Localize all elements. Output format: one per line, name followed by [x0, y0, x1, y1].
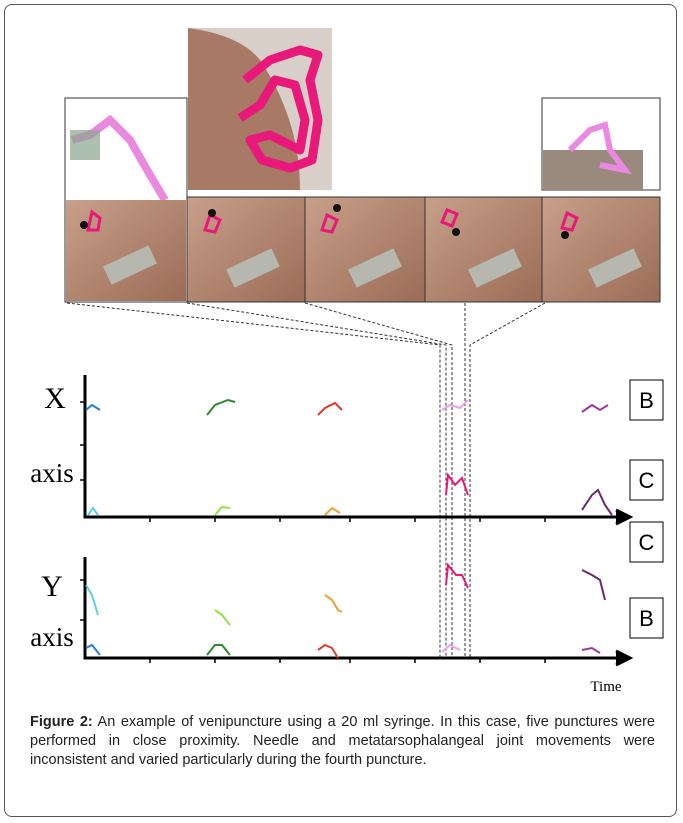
caption-text: An example of venipuncture using a 20 ml… [30, 714, 655, 768]
box-label: B [639, 388, 654, 413]
photo-panel [65, 98, 187, 302]
label-boxes: B C C B [630, 380, 663, 638]
connector-lines [67, 303, 545, 658]
photo-panel [542, 98, 660, 302]
traces [86, 400, 612, 658]
axis-title: axis [30, 458, 74, 488]
figure: X axis Y axis Time B C C B Figure 2: An exa… [0, 0, 683, 823]
time-label: Time [590, 679, 621, 695]
axis-title: X [44, 382, 66, 415]
figure-graphics: X axis Y axis Time B C C B [0, 0, 683, 823]
box-label: C [639, 468, 655, 493]
axis-title: Y [41, 570, 63, 603]
axes [85, 375, 630, 665]
axis-ticks [80, 402, 545, 663]
caption: Figure 2: An example of venipuncture usi… [30, 713, 655, 770]
photo-panel [425, 197, 542, 302]
photo-panel [187, 197, 305, 302]
caption-label: Figure 2: [30, 714, 93, 730]
axis-title: axis [30, 622, 74, 652]
box-label: C [639, 530, 655, 555]
photo-panel [305, 197, 425, 302]
box-label: B [639, 606, 654, 631]
zoom-photo [188, 28, 332, 190]
